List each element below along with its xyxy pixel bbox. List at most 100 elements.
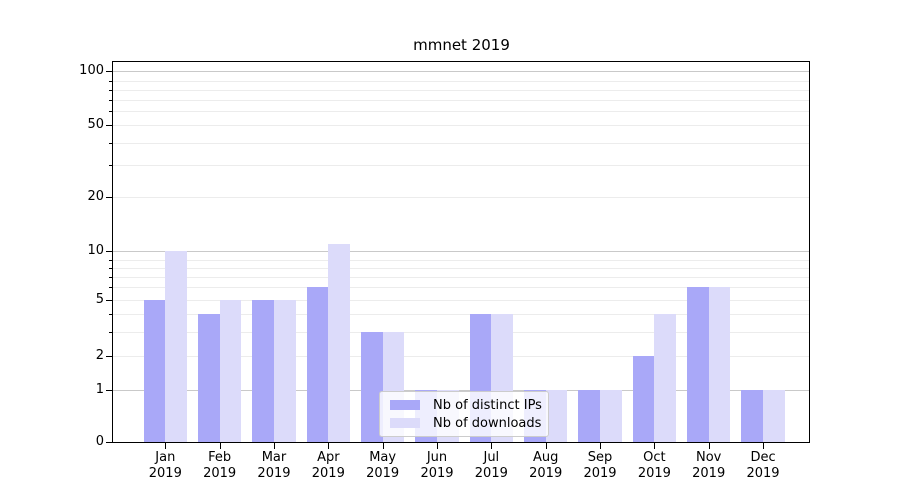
bar-nb-of-distinct-ips-feb bbox=[197, 314, 220, 442]
y-tick-mark bbox=[106, 356, 113, 357]
x-tick-year: 2019 bbox=[420, 466, 454, 481]
x-tick-mark bbox=[763, 443, 765, 449]
x-tick-label-aug: Aug 2019 bbox=[511, 450, 581, 482]
chart-title: mmnet 2019 bbox=[413, 36, 510, 54]
x-tick-mark bbox=[491, 443, 493, 449]
legend-label: Nb of downloads bbox=[433, 415, 542, 431]
y-tick-mark-minor bbox=[109, 99, 113, 101]
bar-nb-of-downloads-jan bbox=[165, 251, 187, 442]
x-tick-month: Jun bbox=[426, 450, 448, 465]
y-tick-label: 2 bbox=[95, 348, 104, 363]
bar-nb-of-distinct-ips-mar bbox=[252, 300, 274, 442]
y-tick-mark-minor bbox=[109, 89, 113, 91]
y-tick-mark-minor bbox=[109, 111, 113, 112]
y-tick-label: 1 bbox=[95, 381, 104, 397]
bar-nb-of-distinct-ips-dec bbox=[741, 389, 764, 442]
x-tick-label-may: May 2019 bbox=[348, 450, 418, 482]
x-tick-year: 2019 bbox=[474, 466, 508, 481]
y-tick-mark bbox=[106, 442, 113, 443]
bar-nb-of-downloads-dec bbox=[763, 389, 785, 442]
x-tick-label-apr: Apr 2019 bbox=[293, 450, 363, 482]
y-tick-label: 20 bbox=[87, 189, 104, 204]
y-tick-label: 5 bbox=[95, 292, 104, 307]
y-tick-mark bbox=[106, 197, 113, 198]
x-tick-year: 2019 bbox=[529, 466, 563, 481]
y-tick-mark-minor bbox=[109, 259, 113, 261]
x-tick-month: Jan bbox=[155, 450, 176, 465]
x-tick-mark bbox=[545, 443, 547, 449]
gridline-minor bbox=[113, 81, 809, 82]
x-tick-mark bbox=[165, 443, 167, 449]
bar-nb-of-downloads-aug bbox=[545, 389, 568, 442]
bar-nb-of-downloads-feb bbox=[219, 300, 242, 442]
legend-label: Nb of distinct IPs bbox=[433, 397, 542, 413]
bar-nb-of-downloads-mar bbox=[273, 300, 296, 442]
gridline-minor bbox=[113, 143, 809, 144]
x-tick-label-mar: Mar 2019 bbox=[239, 450, 309, 482]
gridline-minor bbox=[113, 197, 809, 198]
gridline-minor bbox=[113, 165, 809, 166]
x-tick-month: Aug bbox=[532, 450, 559, 465]
bar-nb-of-downloads-nov bbox=[708, 287, 731, 442]
x-tick-month: Nov bbox=[696, 450, 722, 465]
y-tick-mark-minor bbox=[109, 277, 113, 278]
gridline-minor bbox=[113, 314, 809, 315]
gridline-minor bbox=[113, 300, 809, 301]
bar-nb-of-distinct-ips-may bbox=[360, 332, 383, 442]
x-tick-year: 2019 bbox=[311, 466, 345, 481]
x-tick-label-oct: Oct 2019 bbox=[619, 450, 689, 482]
x-tick-year: 2019 bbox=[746, 466, 780, 481]
plot-area: Nb of distinct IPs Nb of downloads bbox=[112, 61, 810, 443]
x-tick-mark bbox=[219, 443, 221, 449]
x-tick-mark bbox=[708, 443, 710, 449]
bar-nb-of-distinct-ips-nov bbox=[687, 287, 709, 442]
y-tick-label: 100 bbox=[79, 63, 104, 78]
x-tick-month: Oct bbox=[643, 450, 666, 465]
gridline-minor bbox=[113, 125, 809, 126]
x-tick-label-jul: Jul 2019 bbox=[456, 450, 526, 482]
x-tick-year: 2019 bbox=[637, 466, 671, 481]
bar-nb-of-downloads-oct bbox=[654, 314, 677, 442]
legend-entry: Nb of distinct IPs bbox=[390, 398, 542, 413]
x-tick-label-sep: Sep 2019 bbox=[565, 450, 635, 482]
x-tick-month: Dec bbox=[750, 450, 776, 465]
bar-nb-of-downloads-apr bbox=[328, 243, 350, 442]
x-tick-mark bbox=[437, 443, 438, 449]
legend-entry: Nb of downloads bbox=[390, 415, 542, 431]
y-tick-mark bbox=[106, 389, 113, 391]
bar-nb-of-distinct-ips-jan bbox=[143, 300, 166, 442]
gridline-minor bbox=[113, 99, 809, 101]
gridline-minor bbox=[113, 111, 809, 112]
gridline-minor bbox=[113, 356, 809, 357]
y-tick-label: 0 bbox=[95, 434, 104, 449]
bar-nb-of-distinct-ips-sep bbox=[578, 389, 600, 442]
gridline-minor bbox=[113, 332, 809, 333]
x-tick-month: Feb bbox=[208, 450, 232, 465]
bar-nb-of-downloads-sep bbox=[600, 389, 622, 442]
x-tick-year: 2019 bbox=[366, 466, 400, 481]
bar-nb-of-distinct-ips-oct bbox=[632, 356, 655, 442]
x-tick-month: Sep bbox=[587, 450, 613, 465]
gridline-minor bbox=[113, 268, 809, 269]
x-tick-month: May bbox=[369, 450, 397, 465]
y-tick-mark bbox=[106, 251, 113, 252]
y-tick-mark-minor bbox=[109, 143, 113, 144]
x-tick-mark bbox=[654, 443, 656, 449]
y-tick-mark-minor bbox=[109, 332, 113, 333]
legend-swatch-icon bbox=[390, 418, 420, 428]
x-tick-month: Apr bbox=[317, 450, 340, 465]
y-tick-mark-minor bbox=[109, 81, 113, 82]
x-tick-label-jan: Jan 2019 bbox=[130, 450, 200, 482]
x-tick-month: Jul bbox=[483, 450, 500, 465]
x-tick-year: 2019 bbox=[583, 466, 617, 481]
x-tick-mark bbox=[328, 443, 330, 449]
y-tick-mark bbox=[106, 125, 113, 126]
x-tick-year: 2019 bbox=[692, 466, 726, 481]
x-tick-label-feb: Feb 2019 bbox=[185, 450, 255, 482]
gridline-major bbox=[113, 71, 809, 72]
x-tick-label-nov: Nov 2019 bbox=[674, 450, 744, 482]
y-tick-label: 50 bbox=[87, 117, 104, 132]
y-tick-mark bbox=[106, 300, 113, 301]
gridline-minor bbox=[113, 287, 809, 288]
